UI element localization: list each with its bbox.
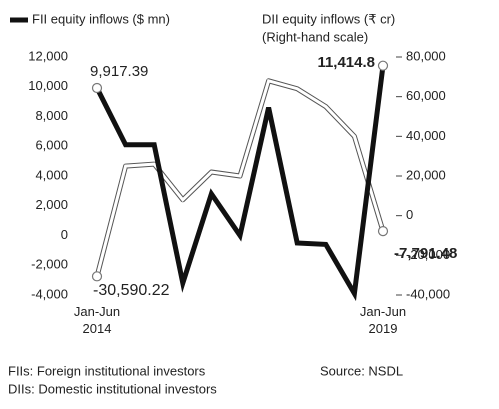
line-outline	[94, 78, 386, 277]
y-tick-label: 6,000	[35, 138, 68, 153]
y2-tick-label: 0	[406, 207, 413, 222]
end-marker	[91, 82, 103, 94]
y2-tick-label: 60,000	[406, 88, 446, 103]
y-tick-label: 0	[61, 227, 68, 242]
end-marker	[91, 271, 103, 282]
footnote: DIIs: Domestic institutional investors	[8, 381, 217, 396]
y2-tick-label: 80,000	[406, 48, 446, 63]
y-tick-label: 4,000	[35, 167, 68, 182]
value-label: 9,917.39	[90, 63, 148, 80]
value-label: -30,590.22	[93, 282, 170, 299]
end-marker	[377, 60, 389, 71]
x-tick-label: Jan-Jun 2019	[360, 304, 406, 336]
y-tick-label: 2,000	[35, 197, 68, 212]
y2-tick-label: 20,000	[406, 167, 446, 182]
y2-tick-label: -40,000	[406, 286, 450, 301]
source: Source: NSDL	[320, 363, 403, 378]
y-tick-label: -2,000	[31, 257, 68, 272]
value-label: -7,791.48	[394, 245, 457, 262]
x-tick-label: Jan-Jun 2014	[74, 304, 120, 336]
axis-note: (Right-hand scale)	[262, 29, 368, 44]
series-line	[94, 65, 386, 302]
y2-tick-label: 40,000	[406, 128, 446, 143]
y-tick-label: 10,000	[28, 78, 68, 93]
end-marker	[377, 226, 389, 237]
footnote: FIIs: Foreign institutional investors	[8, 363, 206, 378]
y2-tick-label: -20,000	[406, 247, 450, 262]
y-tick-label: 12,000	[28, 48, 68, 63]
series-line	[95, 78, 385, 277]
y-tick-label: 8,000	[35, 108, 68, 123]
legend-label: FII equity inflows ($ mn)	[32, 11, 170, 26]
legend-label: DII equity inflows (₹ cr)	[262, 11, 395, 26]
value-label: 11,414.8	[317, 54, 375, 71]
y-tick-label: -4,000	[31, 286, 68, 301]
